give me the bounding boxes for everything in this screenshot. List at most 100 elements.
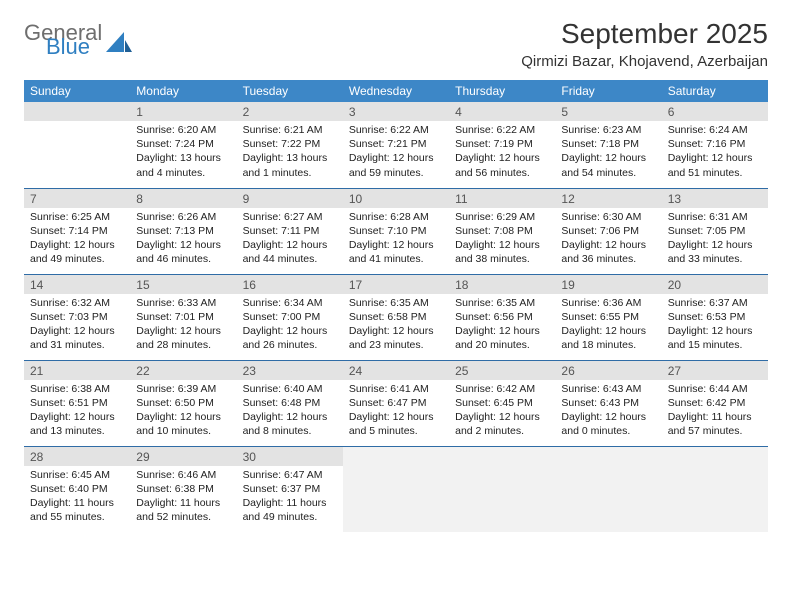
day-number: 8 <box>130 189 236 208</box>
calendar-day-cell <box>24 102 130 188</box>
calendar-day-cell: 16Sunrise: 6:34 AMSunset: 7:00 PMDayligh… <box>237 274 343 360</box>
logo-text: General Blue <box>24 22 102 58</box>
day-number: 29 <box>130 447 236 466</box>
location-text: Qirmizi Bazar, Khojavend, Azerbaijan <box>521 53 768 70</box>
day-number: 1 <box>130 102 236 121</box>
calendar-day-cell: 4Sunrise: 6:22 AMSunset: 7:19 PMDaylight… <box>449 102 555 188</box>
calendar-week-row: 1Sunrise: 6:20 AMSunset: 7:24 PMDaylight… <box>24 102 768 188</box>
calendar-week-row: 14Sunrise: 6:32 AMSunset: 7:03 PMDayligh… <box>24 274 768 360</box>
logo: General Blue <box>24 18 132 58</box>
calendar-day-cell: 23Sunrise: 6:40 AMSunset: 6:48 PMDayligh… <box>237 360 343 446</box>
day-number: 3 <box>343 102 449 121</box>
calendar-day-cell: 5Sunrise: 6:23 AMSunset: 7:18 PMDaylight… <box>555 102 661 188</box>
day-number: 24 <box>343 361 449 380</box>
calendar-day-cell: 27Sunrise: 6:44 AMSunset: 6:42 PMDayligh… <box>662 360 768 446</box>
weekday-header: Saturday <box>662 80 768 102</box>
calendar-day-cell: 6Sunrise: 6:24 AMSunset: 7:16 PMDaylight… <box>662 102 768 188</box>
calendar-day-cell: 18Sunrise: 6:35 AMSunset: 6:56 PMDayligh… <box>449 274 555 360</box>
day-number <box>24 102 130 121</box>
day-number: 5 <box>555 102 661 121</box>
day-number: 25 <box>449 361 555 380</box>
calendar-day-cell: 17Sunrise: 6:35 AMSunset: 6:58 PMDayligh… <box>343 274 449 360</box>
calendar-page: General Blue September 2025 Qirmizi Baza… <box>0 0 792 532</box>
day-detail: Sunrise: 6:40 AMSunset: 6:48 PMDaylight:… <box>237 380 343 443</box>
day-number: 17 <box>343 275 449 294</box>
day-detail: Sunrise: 6:34 AMSunset: 7:00 PMDaylight:… <box>237 294 343 357</box>
calendar-day-cell: 2Sunrise: 6:21 AMSunset: 7:22 PMDaylight… <box>237 102 343 188</box>
calendar-day-cell: 13Sunrise: 6:31 AMSunset: 7:05 PMDayligh… <box>662 188 768 274</box>
calendar-table: SundayMondayTuesdayWednesdayThursdayFrid… <box>24 80 768 532</box>
calendar-week-row: 7Sunrise: 6:25 AMSunset: 7:14 PMDaylight… <box>24 188 768 274</box>
day-detail: Sunrise: 6:33 AMSunset: 7:01 PMDaylight:… <box>130 294 236 357</box>
title-block: September 2025 Qirmizi Bazar, Khojavend,… <box>521 18 768 70</box>
calendar-day-cell <box>343 446 449 532</box>
day-detail: Sunrise: 6:30 AMSunset: 7:06 PMDaylight:… <box>555 208 661 271</box>
calendar-day-cell <box>662 446 768 532</box>
weekday-header: Friday <box>555 80 661 102</box>
calendar-day-cell: 14Sunrise: 6:32 AMSunset: 7:03 PMDayligh… <box>24 274 130 360</box>
calendar-day-cell: 22Sunrise: 6:39 AMSunset: 6:50 PMDayligh… <box>130 360 236 446</box>
calendar-day-cell: 9Sunrise: 6:27 AMSunset: 7:11 PMDaylight… <box>237 188 343 274</box>
calendar-day-cell: 12Sunrise: 6:30 AMSunset: 7:06 PMDayligh… <box>555 188 661 274</box>
calendar-body: 1Sunrise: 6:20 AMSunset: 7:24 PMDaylight… <box>24 102 768 532</box>
day-detail: Sunrise: 6:36 AMSunset: 6:55 PMDaylight:… <box>555 294 661 357</box>
calendar-day-cell <box>449 446 555 532</box>
calendar-day-cell: 10Sunrise: 6:28 AMSunset: 7:10 PMDayligh… <box>343 188 449 274</box>
calendar-day-cell: 8Sunrise: 6:26 AMSunset: 7:13 PMDaylight… <box>130 188 236 274</box>
day-detail: Sunrise: 6:39 AMSunset: 6:50 PMDaylight:… <box>130 380 236 443</box>
day-detail: Sunrise: 6:23 AMSunset: 7:18 PMDaylight:… <box>555 121 661 184</box>
day-number: 27 <box>662 361 768 380</box>
calendar-day-cell: 30Sunrise: 6:47 AMSunset: 6:37 PMDayligh… <box>237 446 343 532</box>
day-number: 4 <box>449 102 555 121</box>
calendar-day-cell: 1Sunrise: 6:20 AMSunset: 7:24 PMDaylight… <box>130 102 236 188</box>
day-number: 6 <box>662 102 768 121</box>
day-number: 22 <box>130 361 236 380</box>
day-number: 10 <box>343 189 449 208</box>
day-number: 11 <box>449 189 555 208</box>
day-detail: Sunrise: 6:22 AMSunset: 7:21 PMDaylight:… <box>343 121 449 184</box>
day-number: 16 <box>237 275 343 294</box>
day-number: 30 <box>237 447 343 466</box>
day-number: 7 <box>24 189 130 208</box>
calendar-week-row: 28Sunrise: 6:45 AMSunset: 6:40 PMDayligh… <box>24 446 768 532</box>
day-number: 28 <box>24 447 130 466</box>
day-number: 15 <box>130 275 236 294</box>
weekday-header: Tuesday <box>237 80 343 102</box>
day-detail: Sunrise: 6:22 AMSunset: 7:19 PMDaylight:… <box>449 121 555 184</box>
weekday-header: Wednesday <box>343 80 449 102</box>
calendar-day-cell: 24Sunrise: 6:41 AMSunset: 6:47 PMDayligh… <box>343 360 449 446</box>
day-detail: Sunrise: 6:21 AMSunset: 7:22 PMDaylight:… <box>237 121 343 184</box>
weekday-header: Thursday <box>449 80 555 102</box>
calendar-week-row: 21Sunrise: 6:38 AMSunset: 6:51 PMDayligh… <box>24 360 768 446</box>
day-detail: Sunrise: 6:26 AMSunset: 7:13 PMDaylight:… <box>130 208 236 271</box>
logo-sail-icon <box>106 30 132 52</box>
weekday-header: Monday <box>130 80 236 102</box>
day-number: 26 <box>555 361 661 380</box>
day-detail: Sunrise: 6:41 AMSunset: 6:47 PMDaylight:… <box>343 380 449 443</box>
day-number: 20 <box>662 275 768 294</box>
day-detail: Sunrise: 6:38 AMSunset: 6:51 PMDaylight:… <box>24 380 130 443</box>
calendar-day-cell: 11Sunrise: 6:29 AMSunset: 7:08 PMDayligh… <box>449 188 555 274</box>
calendar-day-cell <box>555 446 661 532</box>
day-number: 2 <box>237 102 343 121</box>
day-detail: Sunrise: 6:24 AMSunset: 7:16 PMDaylight:… <box>662 121 768 184</box>
day-detail: Sunrise: 6:27 AMSunset: 7:11 PMDaylight:… <box>237 208 343 271</box>
calendar-day-cell: 3Sunrise: 6:22 AMSunset: 7:21 PMDaylight… <box>343 102 449 188</box>
day-number: 12 <box>555 189 661 208</box>
calendar-day-cell: 26Sunrise: 6:43 AMSunset: 6:43 PMDayligh… <box>555 360 661 446</box>
weekday-header: Sunday <box>24 80 130 102</box>
page-header: General Blue September 2025 Qirmizi Baza… <box>24 18 768 70</box>
day-detail: Sunrise: 6:35 AMSunset: 6:56 PMDaylight:… <box>449 294 555 357</box>
day-detail: Sunrise: 6:44 AMSunset: 6:42 PMDaylight:… <box>662 380 768 443</box>
day-detail: Sunrise: 6:45 AMSunset: 6:40 PMDaylight:… <box>24 466 130 529</box>
day-detail: Sunrise: 6:47 AMSunset: 6:37 PMDaylight:… <box>237 466 343 529</box>
day-number: 13 <box>662 189 768 208</box>
calendar-day-cell: 25Sunrise: 6:42 AMSunset: 6:45 PMDayligh… <box>449 360 555 446</box>
day-number: 18 <box>449 275 555 294</box>
day-number: 19 <box>555 275 661 294</box>
day-detail: Sunrise: 6:37 AMSunset: 6:53 PMDaylight:… <box>662 294 768 357</box>
day-detail: Sunrise: 6:35 AMSunset: 6:58 PMDaylight:… <box>343 294 449 357</box>
day-detail: Sunrise: 6:46 AMSunset: 6:38 PMDaylight:… <box>130 466 236 529</box>
calendar-day-cell: 29Sunrise: 6:46 AMSunset: 6:38 PMDayligh… <box>130 446 236 532</box>
day-detail: Sunrise: 6:25 AMSunset: 7:14 PMDaylight:… <box>24 208 130 271</box>
